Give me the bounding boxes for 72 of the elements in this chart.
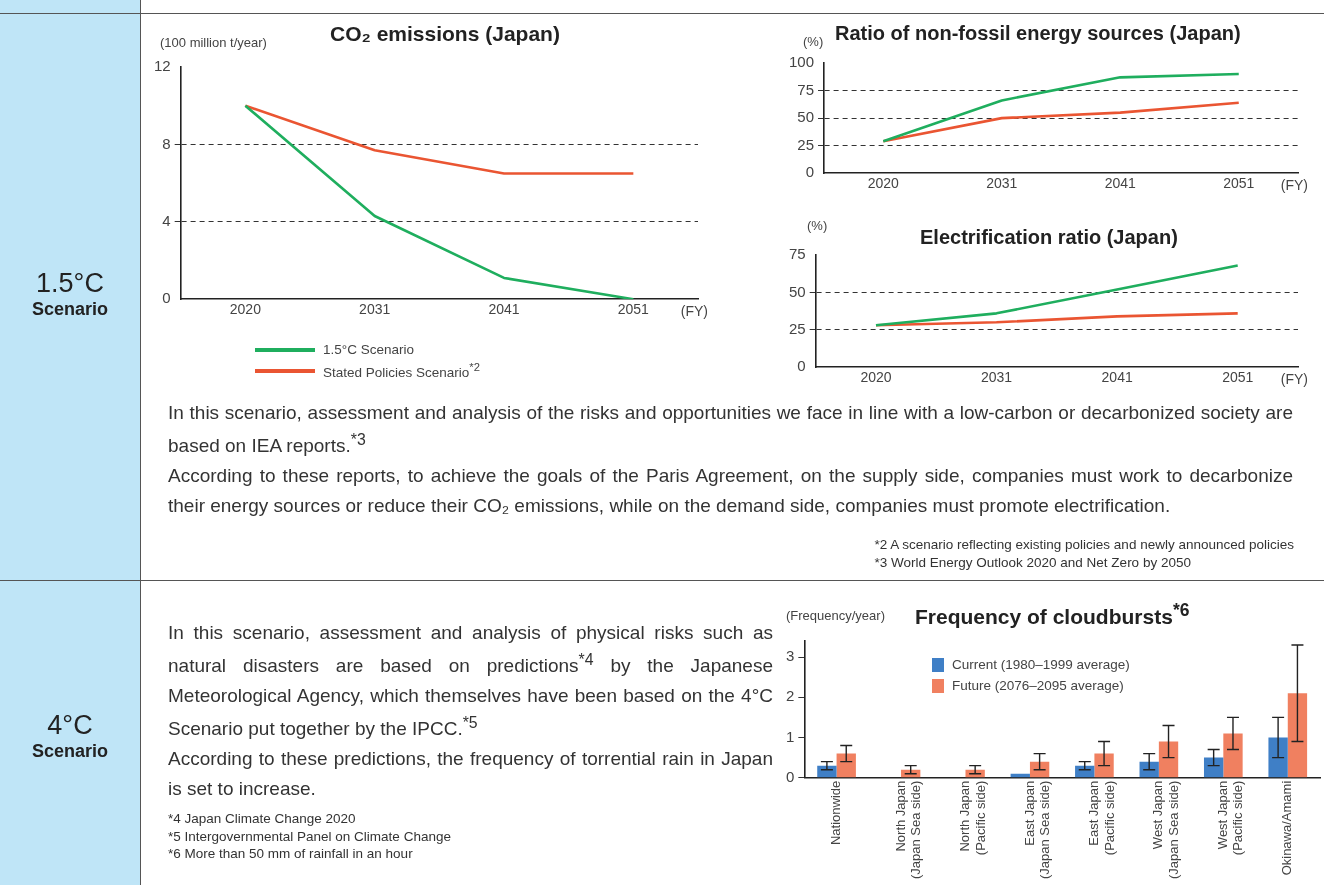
chart-title: Electrification ratio (Japan)	[920, 226, 1178, 249]
x-axis-title: (FY)	[680, 303, 708, 320]
bar	[1203, 757, 1224, 778]
y-tick-label: 0	[797, 357, 806, 375]
y-tick-label: 75	[789, 245, 806, 263]
legend-label: Current (1980–1999 average)	[952, 657, 1130, 672]
x-tick-label: 2020	[229, 301, 262, 318]
text: *2 A scenario reflecting existing policies and newly announced policies	[874, 536, 1294, 554]
x-tick-label: 2051	[1222, 369, 1254, 386]
x-tick-label: 2041	[1104, 175, 1137, 192]
legend-label: Future (2076–2095 average)	[952, 678, 1124, 693]
x-tick-label: North Japan (Pacific side)	[957, 780, 988, 856]
bar	[1094, 753, 1114, 778]
y-axis-title: (%)	[807, 218, 828, 233]
x-tick-label: North Japan (Japan Sea side)	[892, 780, 924, 879]
y-tick-label: 4	[162, 211, 171, 229]
bar	[1268, 737, 1288, 778]
x-axis-title: (FY)	[1280, 177, 1308, 194]
legend-label: 1.5°C Scenario	[323, 342, 414, 357]
y-axis-title: (%)	[803, 34, 824, 49]
x-tick-label: West Japan (Japan Sea side)	[1150, 780, 1182, 879]
text: *6 More than 50 mm of rainfall in an hour	[168, 845, 414, 863]
y-axis-title: (Frequency/year)	[786, 608, 885, 623]
x-tick-label: 2051	[1223, 175, 1255, 192]
y-tick-label: 1	[786, 727, 795, 745]
text: *4 Japan Climate Change 2020	[168, 810, 357, 828]
text: Scenario	[30, 741, 109, 762]
x-tick-label: 2031	[986, 175, 1018, 192]
x-tick-label: West Japan (Pacific side)	[1214, 780, 1246, 856]
legend-label: Stated Policies Scenario$^{*2}$	[323, 361, 480, 380]
y-axis-title: (100 million t/year)	[160, 35, 267, 50]
bar	[1158, 741, 1179, 778]
y-tick-label: 8	[162, 134, 171, 152]
x-tick-label: 2041	[1101, 369, 1133, 386]
chart-title: CO₂ emissions (Japan)	[330, 22, 560, 46]
x-tick-label: Okinawa/Amami	[1279, 780, 1295, 876]
text: According to these reports, to achieve the goals of the Paris Agreement, on the supply side, companies must work to decarbonize their energy sources or reduce their CO₂ emissions, while on the demand side, companies must promote electrification.	[168, 464, 1293, 518]
text: According to these predictions, the frequency of torrential rain in Japan is set to increase.	[168, 746, 773, 801]
y-tick-label: 50	[789, 282, 806, 300]
y-tick-label: 3	[786, 647, 795, 665]
y-tick-label: 0	[805, 163, 815, 181]
x-tick-label: East Japan (Pacific side)	[1085, 780, 1117, 856]
x-tick-label: East Japan (Japan Sea side)	[1021, 780, 1053, 879]
x-tick-label: 2020	[867, 175, 900, 192]
x-tick-label: 2051	[617, 301, 650, 318]
y-tick-label: 25	[789, 319, 806, 337]
bar	[1223, 733, 1243, 778]
text: 1.5°C	[35, 268, 105, 299]
bar	[836, 753, 856, 778]
y-tick-label: 0	[786, 767, 795, 785]
text: *3 World Energy Outlook 2020 and Net Zero by 2050	[874, 553, 1192, 572]
text: 4°C	[46, 710, 94, 741]
y-tick-label: 100	[789, 53, 815, 71]
text: Scenario	[30, 299, 109, 320]
x-axis-title: (FY)	[1280, 371, 1308, 388]
text: *5 Intergovernmental Panel on Climate Change	[168, 827, 451, 846]
text: In this scenario, assessment and analysis of physical risks such as natural disasters are based on predictions$^{*4}$ by the Japanese Meteorological Agency, which themselves have been based on the 4°C Scenario put together by the IPCC.$^{*5}$	[168, 621, 774, 742]
y-tick-label: 75	[797, 80, 815, 98]
x-tick-label: 2031	[359, 301, 391, 318]
chart-title: Ratio of non-fossil energy sources (Japan)	[835, 22, 1241, 45]
y-tick-label: 2	[786, 687, 795, 705]
y-tick-label: 50	[797, 108, 815, 126]
y-tick-label: 12	[154, 57, 171, 75]
chart-title: Frequency of cloudbursts$^{*6}$	[915, 600, 1190, 629]
x-tick-label: Nationwide	[828, 780, 844, 846]
y-tick-label: 25	[797, 135, 815, 153]
x-tick-label: 2020	[860, 369, 892, 386]
text: In this scenario, assessment and analysis of the risks and opportunities we face in line with a low-carbon or decarbonized society are based on IEA reports.$^{*3}$	[168, 401, 1293, 459]
y-tick-label: 0	[162, 289, 171, 307]
x-tick-label: 2041	[488, 301, 520, 318]
bar	[1287, 693, 1308, 778]
x-tick-label: 2031	[980, 369, 1013, 386]
